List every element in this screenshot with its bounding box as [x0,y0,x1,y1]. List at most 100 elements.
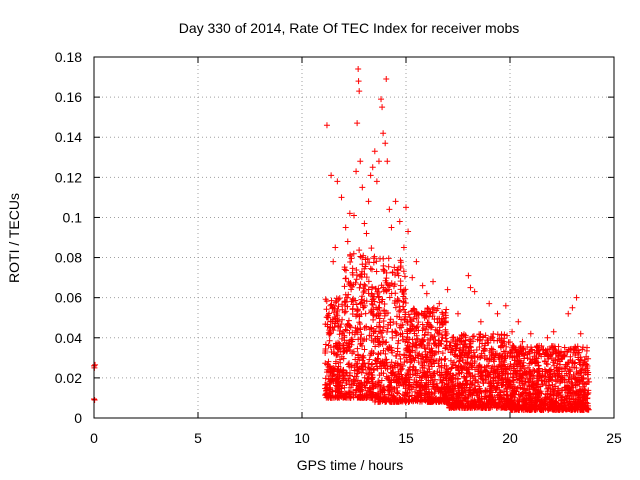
data-point [437,376,444,383]
data-point [375,310,382,317]
data-point [372,357,379,364]
data-point [421,386,428,393]
y-tick-label: 0.12 [55,169,82,185]
data-point [359,184,366,191]
data-point [446,397,453,404]
data-point [537,399,544,406]
data-point [400,244,407,251]
data-point [469,353,476,360]
data-point [401,359,408,366]
axis-ticks: 0 5 10 15 20 25 0 0.02 0.04 0.06 0.08 0.1 0.12 0.14 0.… [55,49,622,446]
data-point [395,390,402,397]
data-point [389,269,396,276]
data-point [447,349,454,356]
x-tick-label: 20 [502,430,518,446]
data-point [462,334,469,341]
data-point [526,390,533,397]
data-point [510,385,517,392]
data-point [546,395,553,402]
data-point [509,328,516,335]
data-point [561,397,568,404]
data-point [403,354,410,361]
data-point [364,378,371,385]
data-point [551,362,558,369]
data-point [334,178,341,185]
data-point [348,362,355,369]
data-point [407,327,414,334]
data-point [584,395,591,402]
data-point [520,359,527,366]
data-point [397,286,404,293]
data-point [332,358,339,365]
data-point [400,336,407,343]
data-point [579,362,586,369]
data-point [565,389,572,396]
data-point [373,323,380,330]
data-point [349,310,356,317]
data-point [422,357,429,364]
data-point [435,330,442,337]
data-point [420,372,427,379]
data-point [383,339,390,346]
data-point [502,383,509,390]
data-point [396,218,403,225]
data-point [409,274,416,281]
data-point [350,348,357,355]
data-point [404,369,411,376]
data-point [352,377,359,384]
data-point [361,265,368,272]
data-point [349,271,356,278]
data-point [475,394,482,401]
data-point [489,334,496,341]
data-point [537,372,544,379]
data-point [375,294,382,301]
data-point [569,304,576,311]
data-point [455,310,461,317]
data-point [398,324,405,331]
data-point [395,370,402,377]
data-point [530,382,537,389]
data-point [406,379,413,386]
data-point [413,341,420,348]
data-point [392,364,399,371]
data-point [356,247,363,254]
data-point [522,349,529,356]
data-point [535,384,542,391]
data-point [341,332,348,339]
data-point [368,348,375,355]
data-point [512,406,519,413]
data-point [376,319,383,326]
data-point [381,308,388,315]
data-point [472,386,479,393]
data-point [329,324,336,331]
data-point [435,348,442,355]
data-point [480,403,487,410]
data-point [556,380,563,387]
data-point [452,364,459,371]
data-point [542,401,549,408]
data-point [361,220,368,227]
data-point [384,362,391,369]
data-point [506,338,513,345]
data-point [458,339,465,346]
data-point [341,298,348,305]
data-point [566,385,573,392]
data-point [426,346,433,353]
data-point [464,366,471,373]
y-tick-label: 0.06 [55,290,82,306]
data-point [513,370,520,377]
data-point [92,361,99,368]
data-point [524,344,531,351]
data-point [369,164,376,171]
data-point [378,96,385,103]
data-point [512,346,519,353]
data-point [523,397,530,404]
data-point [380,317,387,324]
data-point [335,346,342,353]
data-point [363,230,370,237]
data-point [407,317,414,324]
data-point [378,282,385,289]
data-point [366,385,373,392]
data-point [425,313,432,320]
data-point [413,372,420,379]
